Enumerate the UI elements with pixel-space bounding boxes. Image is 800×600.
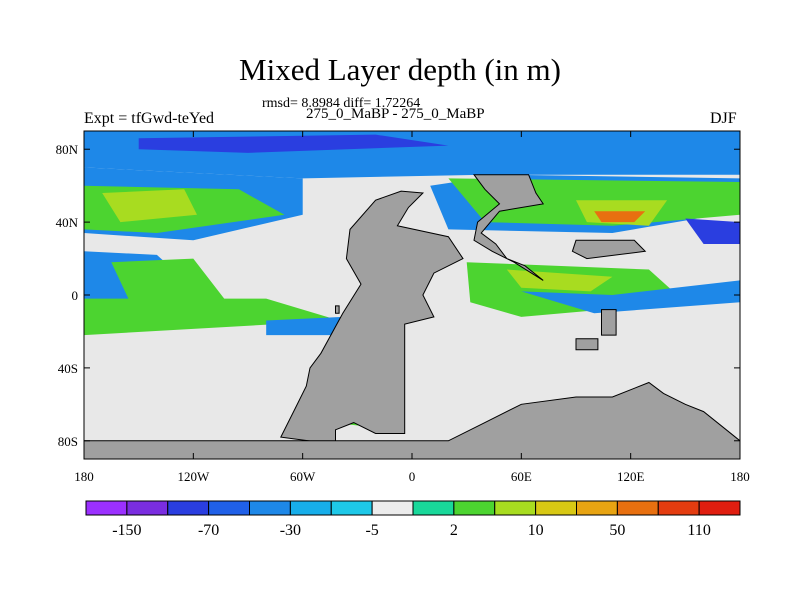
statistics-subtitle: rmsd= 8.8984 diff= 1.72264 (262, 96, 421, 111)
colorbar-label: -5 (365, 522, 378, 539)
colorbar-swatch (330, 500, 373, 516)
north-pacific-strong-warm (102, 189, 197, 223)
x-tick-label: 120W (177, 469, 210, 484)
y-tick-label: 40S (58, 361, 78, 376)
northeast-warm-hotspot (594, 211, 646, 223)
colorbar-swatch (453, 500, 496, 516)
colorbar-swatch (167, 500, 210, 516)
landmass-small-island-c (335, 305, 340, 314)
landmass-small-island-b (575, 338, 599, 351)
x-tick-label: 180 (730, 469, 750, 484)
colorbar-swatch (249, 500, 291, 516)
south-atlantic-cool-band (266, 316, 347, 336)
map-axes: 180 120W 60W 0 60E 120E 180 80N 40N 0 40S 80S (56, 131, 750, 484)
landmass-western (280, 190, 464, 445)
colorbar: -150 -70 -30 -5 2 10 50 110 (85, 500, 741, 539)
colorbar-label: -70 (198, 522, 219, 539)
colorbar-label: 50 (609, 522, 625, 539)
season-label: DJF (710, 110, 737, 127)
colorbar-label: 10 (528, 522, 544, 539)
colorbar-label: -30 (280, 522, 301, 539)
colorbar-swatch (208, 500, 250, 516)
map-panel (83, 130, 741, 460)
colorbar-swatch (576, 500, 618, 516)
tropical-east-strong-warm (506, 269, 613, 292)
colorbar-swatch (289, 500, 332, 516)
colorbar-swatch (412, 500, 455, 516)
x-tick-label: 120E (617, 469, 645, 484)
y-tick-label: 40N (56, 215, 79, 230)
colorbar-label: 2 (450, 522, 458, 539)
northeast-strong-cool (685, 218, 740, 244)
x-tick-label: 60W (290, 469, 316, 484)
colorbar-swatch (698, 500, 741, 516)
experiment-label: Expt = tfGwd-teYed (84, 110, 215, 127)
landmass-south-antarctic (84, 381, 740, 459)
y-tick-label: 80S (58, 434, 78, 449)
y-tick-label: 80N (56, 142, 79, 157)
colorbar-swatch (371, 500, 414, 516)
landmass-small-island-a (601, 309, 617, 336)
plot-title: Mixed Layer depth (in m) (239, 52, 561, 87)
tropical-east-cool-band (521, 280, 740, 314)
colorbar-swatch (616, 500, 659, 516)
y-tick-label: 0 (72, 288, 79, 303)
southern-warm-band (84, 298, 340, 336)
x-tick-label: 60E (511, 469, 532, 484)
colorbar-swatch (494, 500, 537, 516)
colorbar-swatch (85, 500, 128, 516)
colorbar-swatch (126, 500, 169, 516)
colorbar-swatch (535, 500, 577, 516)
colorbar-label: -150 (112, 522, 141, 539)
landmass-eastern (473, 174, 545, 281)
x-tick-label: 180 (74, 469, 94, 484)
colorbar-swatch (657, 500, 700, 516)
landmass-northeast-island (571, 239, 647, 260)
x-tick-label: 0 (409, 469, 416, 484)
colorbar-label: 110 (687, 522, 710, 539)
arctic-strong-cool-band (138, 134, 449, 153)
comparison-subtitle: 275_0_MaBP - 275_0_MaBP (306, 106, 485, 122)
